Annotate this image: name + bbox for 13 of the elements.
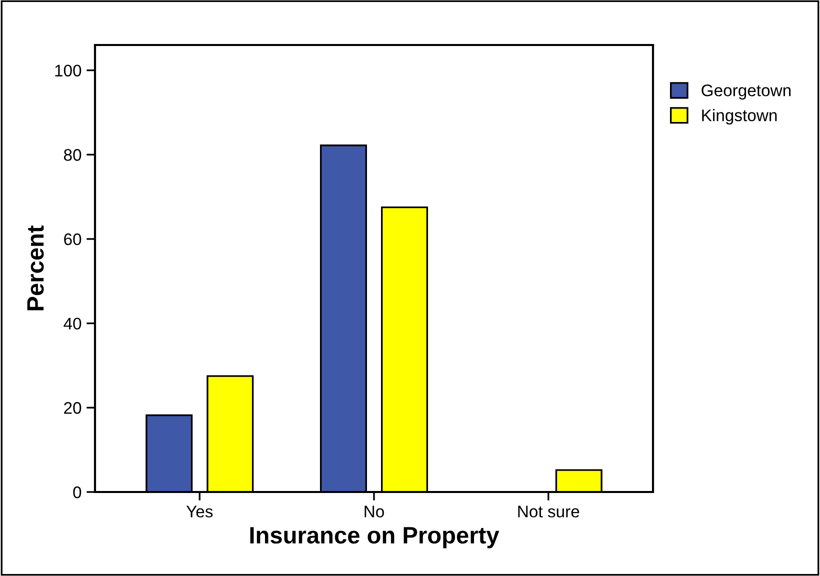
x-tick-label: Not sure [518,506,580,518]
x-tick-label: No [364,506,384,518]
y-tick-label: 0 [73,486,82,498]
legend-label: Kingstown [702,109,777,125]
y-tick-label: 80 [64,149,82,161]
y-axis-title: Percent [27,225,44,310]
y-tick-label: 100 [55,64,82,77]
legend-label: Georgetown [702,84,791,100]
y-tick-label: 60 [64,233,82,246]
y-tick-label: 40 [64,318,82,330]
x-tick-label: Yes [186,506,213,518]
y-tick-label: 20 [64,402,82,414]
x-axis-title: Insurance on Property [250,527,500,548]
